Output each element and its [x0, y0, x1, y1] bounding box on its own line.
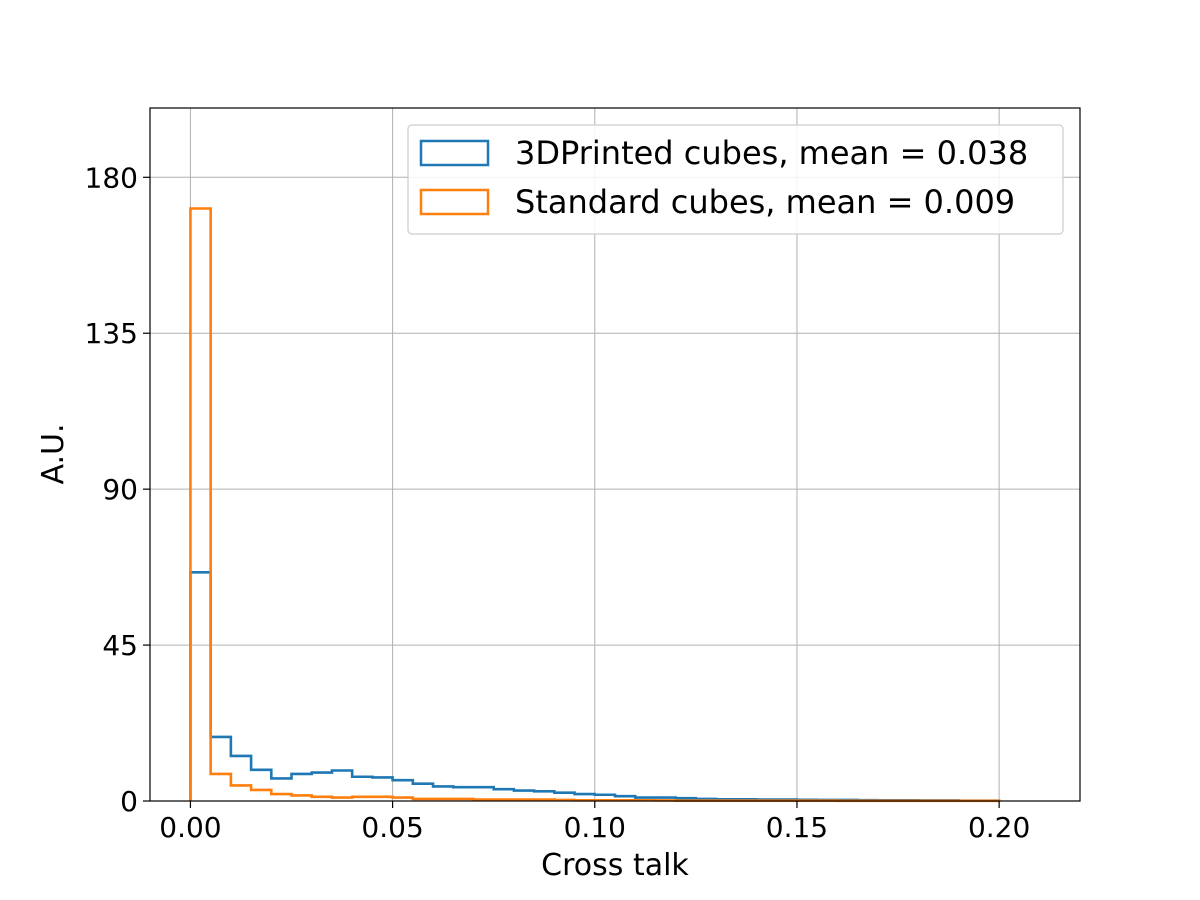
y-tick-label: 180	[85, 161, 138, 194]
y-tick-label: 90	[102, 473, 138, 506]
x-axis-label: Cross talk	[541, 848, 689, 883]
x-axis-ticks: 0.00 0.05 0.10 0.15 0.20	[159, 801, 1030, 844]
legend-box	[407, 124, 1064, 235]
x-tick-label: 0.20	[968, 811, 1030, 844]
y-axis-ticks: 0 45 90 135 180	[85, 161, 150, 818]
legend-swatch-3dprinted	[419, 139, 490, 167]
y-tick-label: 45	[102, 629, 138, 662]
legend-label-standard: Standard cubes, mean = 0.009	[515, 183, 1015, 221]
x-tick-label: 0.15	[766, 811, 828, 844]
x-tick-label: 0.00	[159, 811, 221, 844]
x-tick-label: 0.10	[564, 811, 626, 844]
y-tick-label: 0	[120, 785, 138, 818]
legend: 3DPrinted cubes, mean = 0.038 Standard c…	[407, 124, 1064, 235]
plot-frame	[149, 107, 1081, 802]
legend-label-3dprinted: 3DPrinted cubes, mean = 0.038	[515, 134, 1028, 172]
y-axis-label: A.U.	[36, 423, 71, 484]
y-tick-label: 135	[85, 317, 138, 350]
x-tick-label: 0.05	[361, 811, 423, 844]
legend-swatch-standard	[419, 188, 490, 216]
